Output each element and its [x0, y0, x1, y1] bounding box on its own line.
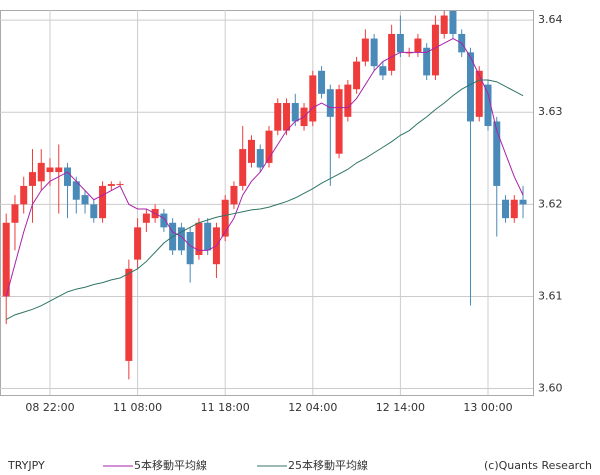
candle-body [107, 184, 115, 186]
candle-body [466, 52, 474, 122]
candle-body [11, 204, 19, 223]
x-tick-label: 08 22:00 [25, 401, 74, 414]
candle-body [274, 103, 282, 131]
candle-body [177, 227, 185, 251]
candle-body [283, 103, 291, 131]
candle-body [125, 268, 133, 361]
x-tick-label: 11 18:00 [201, 401, 250, 414]
candle-body [353, 61, 361, 90]
candle-body [28, 172, 36, 186]
legend-label: 25本移動平均線 [288, 458, 368, 472]
candle-body [510, 199, 518, 219]
candle-body [142, 213, 150, 223]
y-tick-label: 3.62 [538, 197, 563, 210]
y-tick-label: 3.64 [538, 13, 563, 26]
candle-body [90, 204, 98, 219]
candle-body [195, 222, 203, 255]
symbol: TRYJPY [7, 459, 45, 472]
candle-body [519, 199, 527, 205]
legend-label: 5本移動平均線 [134, 458, 207, 472]
candle-body [344, 84, 352, 117]
candle-body [134, 227, 142, 260]
candle-body [204, 222, 212, 251]
candle-body [379, 66, 387, 76]
candle-body [239, 149, 247, 186]
candle-body [414, 38, 422, 53]
x-tick-label: 11 08:00 [113, 401, 162, 414]
candle-body [493, 121, 501, 186]
candle-body [431, 24, 439, 76]
candle-body [396, 33, 404, 53]
candle-body [2, 222, 10, 297]
candle-body [475, 70, 483, 117]
candle-body [37, 162, 45, 182]
candle-body [81, 195, 89, 205]
plot-frame [0, 10, 534, 396]
candle-body [116, 184, 124, 186]
candle-body [326, 89, 334, 117]
ma-line [5, 37, 524, 297]
candle-body [99, 185, 107, 219]
candle-body [64, 167, 72, 186]
candle-body [20, 185, 28, 205]
candle-body [318, 70, 326, 94]
candle-body [440, 15, 448, 34]
credit: (c)Quants Research [484, 459, 592, 472]
candle-body [186, 231, 194, 265]
candle-body [55, 167, 63, 173]
candle-body [502, 199, 510, 219]
candle-body [484, 84, 492, 127]
candle-body [46, 167, 54, 173]
candle-body [221, 199, 229, 237]
y-tick-label: 3.61 [538, 289, 563, 302]
candle-body [335, 89, 343, 154]
y-tick-label: 3.60 [538, 382, 563, 395]
candle-body [72, 181, 80, 200]
y-tick-label: 3.63 [538, 105, 563, 118]
candle-body [361, 38, 369, 62]
x-tick-label: 13 00:00 [463, 401, 512, 414]
candle-body [423, 47, 431, 76]
candle-body [449, 10, 457, 34]
candle-body [370, 38, 378, 67]
candle-body [247, 139, 255, 163]
candle-body [388, 33, 396, 71]
candle-body [256, 149, 264, 168]
candle-body [160, 213, 168, 228]
candle-body [265, 130, 273, 163]
x-tick-label: 12 04:00 [288, 401, 337, 414]
x-tick-label: 12 14:00 [376, 401, 425, 414]
candle-body [230, 185, 238, 205]
candle-body [309, 75, 317, 122]
ma-line [5, 79, 524, 320]
candle-body [291, 103, 299, 122]
